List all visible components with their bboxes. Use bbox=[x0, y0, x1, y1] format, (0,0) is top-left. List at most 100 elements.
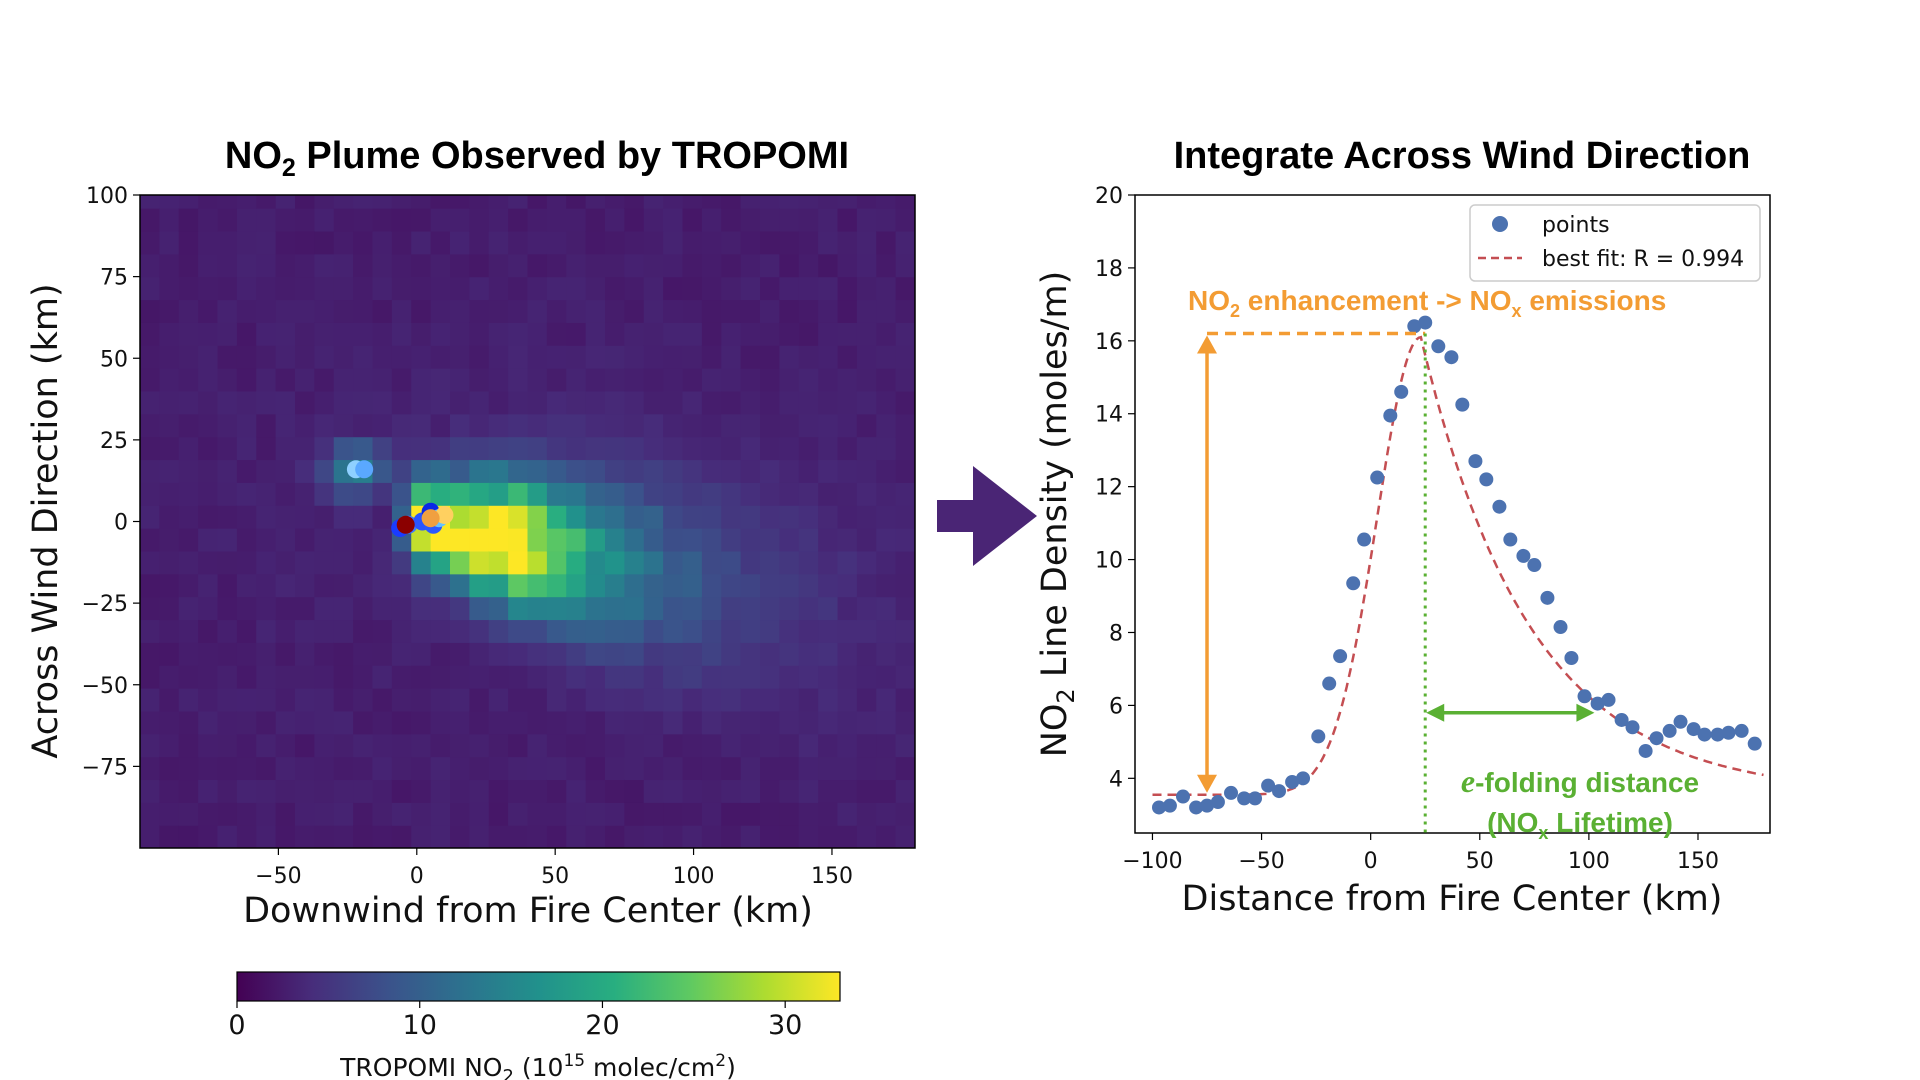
heatmap-cell bbox=[856, 550, 877, 575]
heatmap-cell bbox=[275, 436, 296, 461]
heatmap-cell bbox=[217, 688, 238, 712]
heatmap-cell bbox=[779, 573, 800, 598]
heatmap-cell bbox=[740, 276, 761, 301]
heatmap-cell bbox=[314, 596, 335, 621]
heatmap-cell bbox=[876, 619, 897, 643]
heatmap-cell bbox=[605, 322, 625, 346]
heatmap-cell bbox=[217, 710, 238, 735]
heatmap-cell bbox=[856, 756, 877, 781]
heatmap-cell bbox=[198, 550, 219, 575]
heatmap-cell bbox=[333, 482, 354, 506]
heatmap-cell bbox=[178, 208, 199, 232]
heatmap-cell bbox=[566, 710, 587, 735]
line-density-plot bbox=[1152, 315, 1764, 815]
data-point bbox=[1492, 499, 1507, 514]
heatmap-cell bbox=[760, 779, 780, 803]
heatmap-cell bbox=[740, 368, 761, 392]
heatmap-cell bbox=[895, 505, 915, 529]
heatmap-cell bbox=[527, 733, 548, 758]
heatmap-cell bbox=[701, 802, 722, 826]
heatmap-cell bbox=[508, 710, 529, 735]
heatmap-cell bbox=[818, 596, 839, 621]
heatmap-cell bbox=[236, 230, 257, 255]
heatmap-cell bbox=[721, 779, 742, 803]
data-point bbox=[1322, 676, 1337, 691]
heatmap-cell bbox=[740, 619, 761, 643]
heatmap-cell bbox=[140, 688, 160, 712]
data-point bbox=[1614, 712, 1629, 727]
heatmap-cell bbox=[469, 276, 490, 301]
data-point bbox=[1564, 651, 1579, 666]
heatmap-cell bbox=[372, 276, 393, 301]
heatmap-cell bbox=[837, 596, 858, 621]
heatmap-cell bbox=[798, 756, 819, 781]
heatmap-cell bbox=[314, 459, 335, 483]
heatmap-cell bbox=[333, 208, 354, 232]
heatmap-cell bbox=[798, 322, 819, 346]
heatmap-cell bbox=[779, 413, 800, 438]
heatmap-cell bbox=[876, 710, 897, 735]
data-point bbox=[1224, 785, 1239, 800]
fire-point bbox=[355, 460, 374, 479]
heatmap-cell bbox=[295, 802, 315, 826]
heatmap-cell bbox=[353, 299, 374, 323]
enhancement-annotation: NO2 enhancement -> NOx emissions bbox=[1188, 285, 1666, 321]
heatmap-cell bbox=[527, 276, 548, 301]
heatmap-cell bbox=[333, 825, 354, 848]
heatmap-cell bbox=[837, 195, 858, 209]
heatmap-cell bbox=[333, 368, 354, 392]
enhancement-annotation-part: NO bbox=[1188, 285, 1230, 316]
heatmap-cell bbox=[159, 299, 180, 323]
heatmap-cell bbox=[140, 436, 160, 461]
heatmap-cell bbox=[566, 253, 587, 278]
heatmap-cell bbox=[275, 390, 296, 415]
right-y-tick-label: 14 bbox=[1095, 403, 1123, 428]
heatmap-cell bbox=[624, 802, 645, 826]
heatmap-cell bbox=[895, 665, 915, 689]
heatmap-cell bbox=[217, 208, 238, 232]
heatmap-cell bbox=[217, 195, 238, 209]
heatmap-cell bbox=[798, 390, 819, 415]
heatmap-cell bbox=[236, 642, 257, 666]
heatmap-cell bbox=[353, 195, 374, 209]
heatmap-cell bbox=[159, 322, 180, 346]
heatmap-cell bbox=[701, 368, 722, 392]
heatmap-cell bbox=[895, 345, 915, 369]
heatmap-cell bbox=[837, 322, 858, 346]
heatmap-cell bbox=[198, 665, 219, 689]
data-point bbox=[1662, 723, 1677, 738]
heatmap-cell bbox=[605, 665, 625, 689]
left-y-tick-label: −75 bbox=[82, 755, 128, 780]
heatmap-cell bbox=[314, 195, 335, 209]
heatmap-cell bbox=[818, 665, 839, 689]
heatmap-cell bbox=[256, 368, 277, 392]
heatmap-cell bbox=[779, 208, 800, 232]
heatmap-cell bbox=[566, 195, 587, 209]
heatmap-cell bbox=[701, 436, 722, 461]
heatmap-cell bbox=[450, 505, 470, 529]
heatmap-cell bbox=[275, 276, 296, 301]
heatmap-cell bbox=[450, 619, 470, 643]
heatmap-cell bbox=[779, 665, 800, 689]
heatmap-cell bbox=[430, 779, 451, 803]
heatmap-cell bbox=[450, 665, 470, 689]
heatmap-cell bbox=[605, 459, 625, 483]
heatmap-cell bbox=[353, 779, 374, 803]
heatmap-cell bbox=[876, 436, 897, 461]
heatmap-cell bbox=[198, 482, 219, 506]
heatmap-cell bbox=[469, 208, 490, 232]
heatmap-cell bbox=[546, 710, 567, 735]
heatmap-grid bbox=[140, 195, 915, 848]
right-y-tick-label: 16 bbox=[1095, 330, 1123, 355]
heatmap-cell bbox=[411, 528, 432, 552]
heatmap-cell bbox=[372, 665, 393, 689]
heatmap-cell bbox=[585, 482, 606, 506]
heatmap-cell bbox=[856, 665, 877, 689]
heatmap-cell bbox=[391, 619, 412, 643]
heatmap-cell bbox=[314, 276, 335, 301]
heatmap-cell bbox=[314, 665, 335, 689]
heatmap-cell bbox=[798, 459, 819, 483]
data-point bbox=[1553, 620, 1568, 635]
heatmap-cell bbox=[178, 322, 199, 346]
